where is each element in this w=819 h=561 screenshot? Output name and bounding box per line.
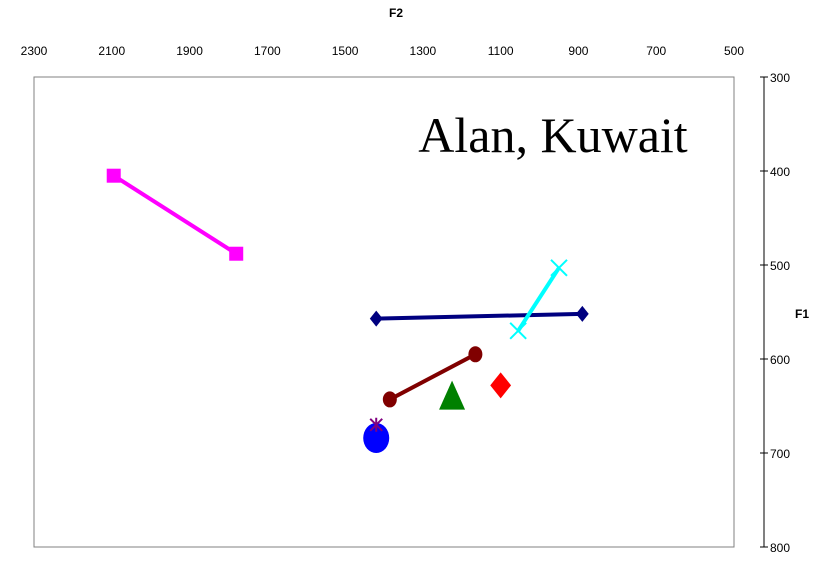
y-tick-label: 300 [770, 71, 790, 85]
y-axis: 300 400 500 600 700 800 [760, 71, 790, 555]
chart-annotation: Alan, Kuwait [418, 107, 687, 163]
series-3-circle [382, 346, 483, 408]
series-7-star [369, 417, 383, 432]
series-6-circle [363, 422, 390, 453]
x-tick-labels: 2300 2100 1900 1700 1500 1300 1100 900 700 500 [21, 44, 745, 58]
series-5-triangle [439, 380, 466, 410]
data-point-diamond [575, 305, 589, 322]
series-line [376, 311, 583, 321]
data-point-x [509, 322, 527, 340]
x-tick-label: 500 [724, 44, 744, 58]
data-point-circle [363, 422, 390, 453]
x-tick-label: 1500 [332, 44, 359, 58]
x-tick-label: 2100 [98, 44, 125, 58]
data-point-diamond [369, 310, 383, 327]
data-point-x [550, 259, 568, 277]
x-tick-label: 900 [568, 44, 588, 58]
series-line [388, 352, 477, 402]
y-tick-label: 700 [770, 447, 790, 461]
data-point-square [106, 168, 121, 183]
y-tick-label: 400 [770, 165, 790, 179]
data-point-diamond [490, 372, 512, 399]
data-point-triangle [439, 380, 466, 410]
y-axis-title: F1 [795, 307, 809, 321]
series-line [516, 266, 561, 332]
series-1-diamond [369, 305, 589, 327]
x-tick-label: 2300 [21, 44, 48, 58]
x-tick-label: 1100 [488, 44, 514, 58]
y-tick-label: 600 [770, 353, 790, 367]
series-line [112, 174, 238, 256]
data-point-star [369, 417, 383, 432]
data-point-circle [382, 391, 397, 408]
x-tick-label: 700 [646, 44, 666, 58]
series-4-diamond [490, 372, 512, 399]
data-point-square [229, 246, 244, 261]
data-point-circle [468, 346, 483, 363]
y-tick-label: 500 [770, 259, 790, 273]
series-0-square [106, 168, 244, 261]
series-2-x [509, 259, 568, 340]
data-series [106, 168, 589, 453]
x-tick-label: 1700 [254, 44, 281, 58]
plot-area [33, 76, 735, 548]
x-axis-title: F2 [389, 6, 403, 20]
x-tick-label: 1300 [410, 44, 437, 58]
x-tick-label: 1900 [176, 44, 203, 58]
y-tick-label: 800 [770, 541, 790, 555]
